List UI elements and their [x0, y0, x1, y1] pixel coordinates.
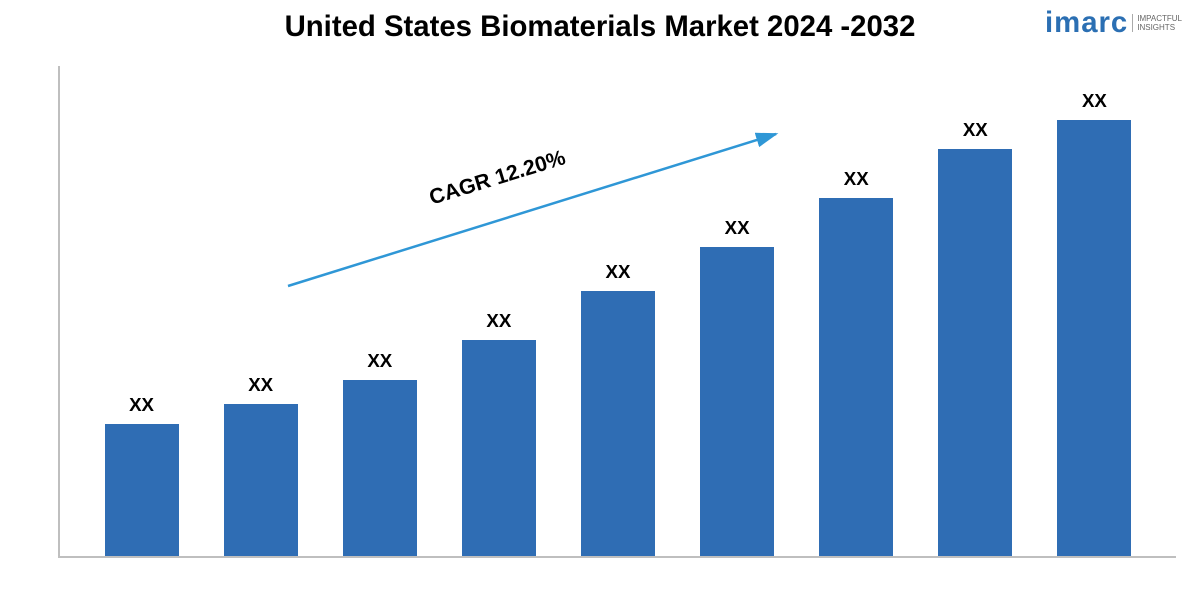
- brand-logo: imarc IMPACTFUL INSIGHTS: [1045, 6, 1182, 40]
- bar: [1057, 120, 1131, 556]
- brand-logo-tagline: IMPACTFUL INSIGHTS: [1132, 14, 1182, 32]
- chart-title: United States Biomaterials Market 2024 -…: [0, 10, 1200, 44]
- bar-value-label: XX: [224, 374, 298, 396]
- bar-value-label: XX: [462, 310, 536, 332]
- bar-value-label: XX: [938, 119, 1012, 141]
- bar-group: XX: [343, 380, 417, 556]
- brand-logo-text: imarc: [1045, 6, 1128, 40]
- bar-group: XX: [819, 198, 893, 556]
- bar-group: XX: [462, 340, 536, 556]
- chart-plot-area: XXXXXXXXXXXXXXXXXX CAGR 12.20%: [58, 66, 1176, 558]
- bar: [581, 291, 655, 556]
- bar-value-label: XX: [343, 350, 417, 372]
- bar: [343, 380, 417, 556]
- bar-group: XX: [224, 404, 298, 556]
- bar-value-label: XX: [819, 168, 893, 190]
- bar: [105, 424, 179, 556]
- bar-group: XX: [1057, 120, 1131, 556]
- bar: [819, 198, 893, 556]
- bar: [938, 149, 1012, 556]
- bar-group: XX: [581, 291, 655, 556]
- page-root: United States Biomaterials Market 2024 -…: [0, 0, 1200, 600]
- bar-group: XX: [105, 424, 179, 556]
- trend-arrow: [278, 124, 786, 296]
- bar-value-label: XX: [1057, 90, 1131, 112]
- bar-group: XX: [938, 149, 1012, 556]
- bar: [224, 404, 298, 556]
- bar-value-label: XX: [105, 394, 179, 416]
- bar: [462, 340, 536, 556]
